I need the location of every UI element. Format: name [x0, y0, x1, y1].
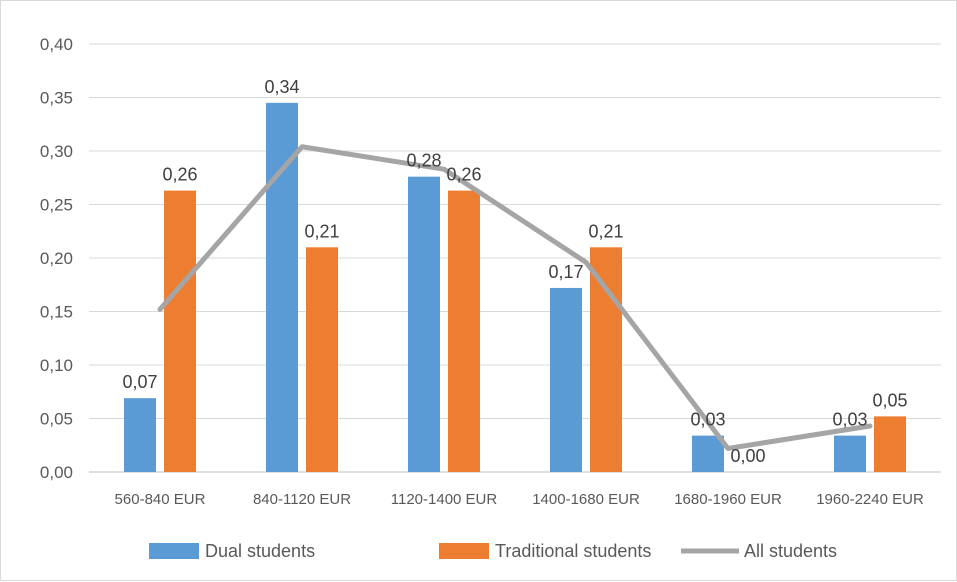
bar-traditional-students [874, 416, 906, 472]
x-tick-label: 840-1120 EUR [253, 491, 351, 508]
legend-swatch-traditional-students [439, 543, 489, 559]
y-tick-label: 0,20 [40, 249, 73, 268]
legend-label-all-students: All students [744, 541, 837, 561]
bar-traditional-students [164, 190, 196, 472]
legend-swatch-dual-students [149, 543, 199, 559]
y-tick-label: 0,30 [40, 142, 73, 161]
data-label: 0,28 [406, 151, 441, 171]
x-axis-ticks: 560-840 EUR 840-1120 EUR 1120-1400 EUR 1400… [115, 491, 924, 508]
data-label: 0,03 [832, 410, 867, 430]
bar-traditional-students [448, 190, 480, 472]
bar-dual-students [550, 287, 582, 472]
legend-label-dual-students: Dual students [205, 541, 315, 561]
data-label: 0,05 [872, 390, 907, 410]
bar-dual-students [124, 398, 156, 472]
y-tick-label: 0,40 [40, 35, 73, 54]
y-tick-label: 0,10 [40, 356, 73, 375]
bar-traditional-students [590, 247, 622, 472]
data-labels: 0,07 0,34 0,28 0,17 0,03 0,03 0,26 0,21 0,26 0,21… [122, 77, 907, 466]
bar-dual-students [266, 102, 298, 472]
x-tick-label: 1120-1400 EUR [391, 491, 498, 508]
gridlines [89, 43, 941, 473]
data-label: 0,21 [588, 221, 623, 241]
data-label: 0,21 [304, 221, 339, 241]
bar-dual-students [834, 435, 866, 472]
x-tick-label: 1400-1680 EUR [532, 491, 640, 508]
data-label: 0,26 [446, 165, 481, 185]
line-all-students [157, 144, 873, 451]
bar-dual-students [692, 435, 724, 472]
legend: Dual students Traditional students All stu… [149, 541, 837, 561]
bars [124, 102, 906, 472]
data-label: 0,34 [264, 77, 299, 97]
y-axis-ticks: 0,00 0,05 0,10 0,15 0,20 0,25 0,30 0,35 0,40 [40, 35, 73, 482]
series-line [157, 144, 873, 451]
y-tick-label: 0,00 [40, 463, 73, 482]
x-tick-label: 1680-1960 EUR [674, 491, 782, 508]
data-label: 0,26 [162, 165, 197, 185]
data-label: 0,07 [122, 372, 157, 392]
y-tick-label: 0,15 [40, 303, 73, 322]
x-tick-label: 560-840 EUR [115, 491, 206, 508]
legend-label-traditional-students: Traditional students [495, 541, 651, 561]
bar-dual-students [408, 176, 440, 472]
data-label: 0,00 [730, 446, 765, 466]
y-tick-label: 0,35 [40, 89, 73, 108]
data-label: 0,17 [548, 262, 583, 282]
y-tick-label: 0,05 [40, 410, 73, 429]
x-tick-label: 1960-2240 EUR [816, 491, 924, 508]
data-label: 0,03 [690, 410, 725, 430]
bar-traditional-students [306, 247, 338, 472]
y-tick-label: 0,25 [40, 196, 73, 215]
